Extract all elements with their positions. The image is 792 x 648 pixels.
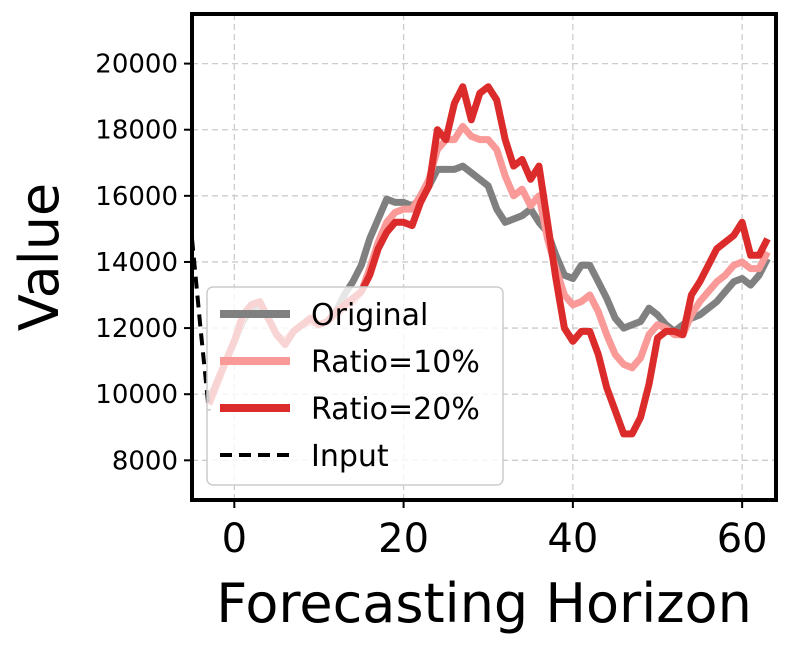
y-axis: 8000 10000 12000 14000 16000 18000 20000 [95,50,192,476]
y-axis-title: Value [8,183,71,331]
y-tick-label: 16000 [95,182,178,212]
x-axis: 0 20 40 60 [222,500,768,562]
x-tick-label: 40 [547,516,598,562]
y-tick-label: 18000 [95,116,178,146]
legend-label: Ratio=20% [311,392,480,427]
legend-label: Input [311,439,389,474]
series-line-input [192,238,211,411]
y-tick-label: 14000 [95,248,178,278]
y-tick-label: 8000 [112,446,178,476]
x-axis-title: Forecasting Horizon [216,572,752,635]
plot-frame [190,12,778,502]
x-tick-label: 0 [222,516,247,562]
legend: Original Ratio=10% Ratio=20% Input [206,286,504,486]
legend-box [206,286,504,486]
legend-label: Original [311,298,428,333]
y-tick-label: 10000 [95,380,178,410]
y-tick-label: 20000 [95,50,178,80]
legend-label: Ratio=10% [311,345,480,380]
x-tick-label: 20 [378,516,429,562]
x-tick-label: 60 [717,516,768,562]
y-tick-label: 12000 [95,314,178,344]
